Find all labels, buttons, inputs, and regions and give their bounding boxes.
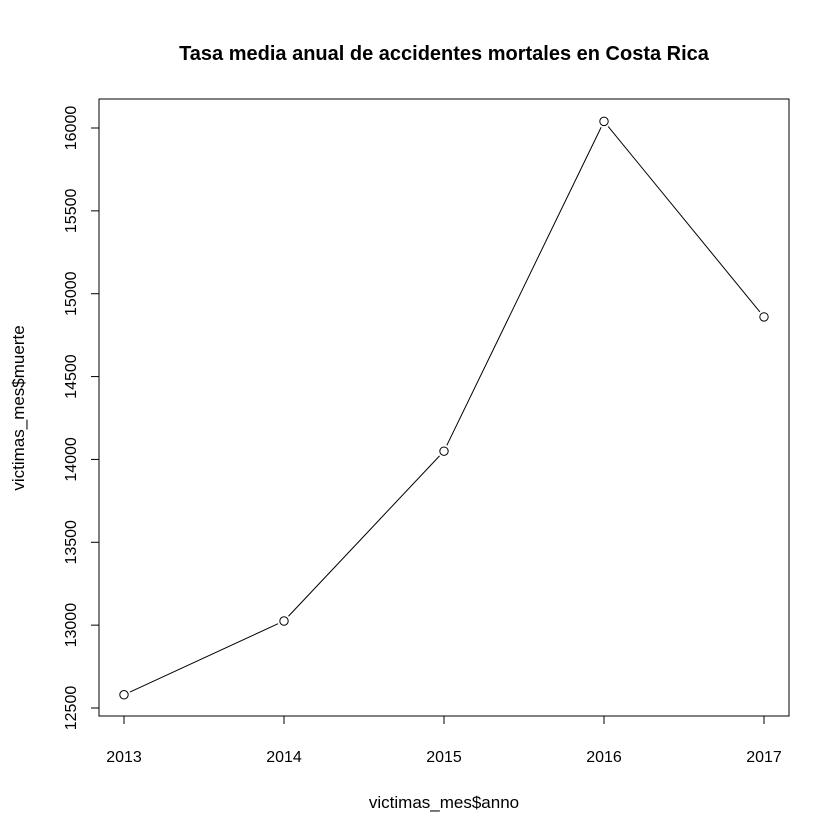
chart-title: Tasa media anual de accidentes mortales …	[179, 43, 710, 65]
data-point	[119, 690, 129, 700]
x-tick-label: 2015	[426, 749, 462, 766]
data-point	[279, 616, 289, 626]
y-axis: 12500 13000 13500 14000 14500 15000 15500 16000	[63, 106, 100, 731]
series-layer	[119, 116, 769, 700]
x-axis: 2013 2014 2015 2016 2017	[106, 715, 782, 766]
series-line-segment	[607, 126, 761, 313]
data-point	[759, 312, 769, 322]
plot-frame	[98, 98, 790, 717]
data-point	[439, 446, 449, 456]
x-axis-label: victimas_mes$anno	[369, 793, 519, 812]
y-tick-label: 13500	[63, 520, 80, 565]
y-axis-label: victimas_mes$muerte	[9, 325, 28, 490]
y-tick-label: 14500	[63, 354, 80, 399]
x-tick-label: 2014	[266, 749, 302, 766]
series-line-segment	[446, 127, 602, 446]
data-point	[599, 116, 609, 127]
y-tick-label: 15500	[63, 189, 80, 234]
y-tick-label: 13000	[63, 603, 80, 648]
series-line-segment	[288, 455, 440, 617]
series-line-segment	[129, 623, 279, 693]
x-tick-label: 2013	[106, 749, 142, 766]
y-tick-label: 14000	[63, 437, 80, 482]
y-tick-label: 12500	[63, 686, 80, 731]
y-tick-label: 15000	[63, 271, 80, 316]
y-tick-label: 16000	[63, 106, 80, 151]
x-tick-label: 2016	[586, 749, 622, 766]
x-tick-label: 2017	[746, 749, 782, 766]
